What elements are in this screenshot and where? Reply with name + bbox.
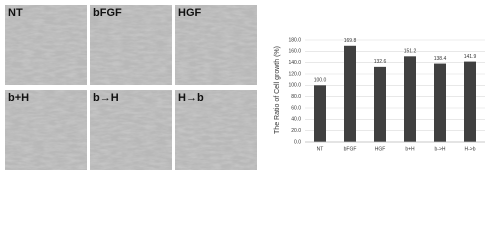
y-tick-label: 160.0 <box>288 49 301 55</box>
x-tick-label: b->H <box>435 146 446 152</box>
panel-label: bFGF <box>93 7 122 19</box>
panel-label: b→H <box>93 92 119 104</box>
x-tick-label: bFGF <box>344 146 357 152</box>
bar <box>344 45 356 142</box>
y-tick-label: 60.0 <box>291 105 301 111</box>
value-label: 169.8 <box>344 38 357 44</box>
y-tick-label: 20.0 <box>291 128 301 134</box>
value-label: 138.4 <box>434 56 447 62</box>
y-axis-label: The Ratio of Cell growth (%) <box>274 46 281 134</box>
y-tick-label: 140.0 <box>288 60 301 66</box>
y-tick-label: 100.0 <box>288 83 301 89</box>
y-tick-label: 80.0 <box>291 94 301 100</box>
y-tick-label: 0.0 <box>294 139 301 145</box>
bar <box>314 85 326 142</box>
micrograph-texture <box>90 5 172 85</box>
panel-label: H→b <box>178 92 204 104</box>
x-tick-label: NT <box>317 146 324 152</box>
value-label: 141.9 <box>464 54 477 60</box>
value-label: 100.0 <box>314 78 327 84</box>
panel-label: b+H <box>8 92 29 104</box>
micrograph-texture <box>175 90 257 170</box>
figure: The Ratio of Cell growth (%) NT bFGF HGF b+… <box>5 5 485 170</box>
panel-label: NT <box>8 7 23 19</box>
x-tick-label: b+H <box>405 146 415 152</box>
bar <box>404 56 416 142</box>
x-tick-label: H->b <box>465 146 476 152</box>
micrograph-texture <box>90 90 172 170</box>
value-label: 151.2 <box>404 49 417 55</box>
bar <box>374 66 386 142</box>
micrograph-texture <box>5 90 87 170</box>
micrograph-texture <box>5 5 87 85</box>
y-tick-label: 40.0 <box>291 117 301 123</box>
bar <box>434 63 446 142</box>
value-label: 132.6 <box>374 59 387 65</box>
y-tick-label: 120.0 <box>288 71 301 77</box>
panel-label: HGF <box>178 7 202 19</box>
x-tick-label: HGF <box>375 146 386 152</box>
y-tick-label: 180.0 <box>288 37 301 43</box>
bar <box>464 61 476 143</box>
micrograph-texture <box>175 5 257 85</box>
